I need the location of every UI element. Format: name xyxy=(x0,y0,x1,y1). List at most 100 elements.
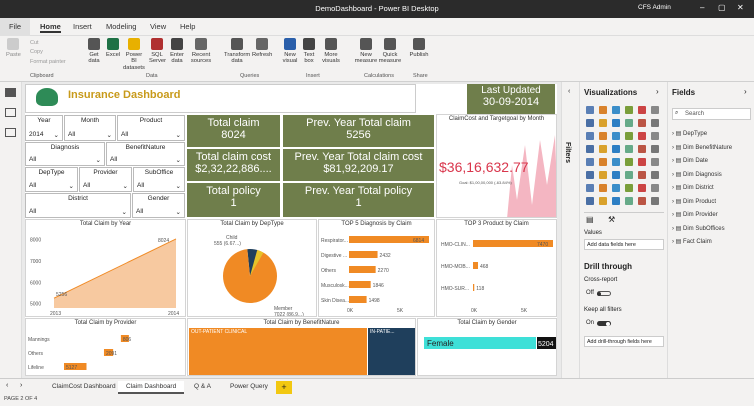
tab-view[interactable]: View xyxy=(150,22,167,31)
card-prev-total-claim-cost[interactable]: Prev. Year Total claim cost $81,92,209.17 xyxy=(282,148,435,182)
slicer-year[interactable]: Year 2014 ⌄ xyxy=(25,115,63,141)
visual-type-icon[interactable] xyxy=(586,132,594,140)
field-table-item[interactable]: › ▤ DepType xyxy=(672,130,707,137)
field-table-item[interactable]: › ▤ Dim District xyxy=(672,184,714,191)
visual-type-icon[interactable] xyxy=(625,158,633,166)
chart-claim-by-gender[interactable]: Total Claim by Gender Female 5204 xyxy=(417,318,557,376)
visual-type-icon[interactable] xyxy=(638,171,646,179)
enter-data-button[interactable]: Enter data xyxy=(170,38,184,65)
powerbi-datasets-button[interactable]: Power BI datasets xyxy=(123,38,145,71)
visual-type-icon[interactable] xyxy=(638,197,646,205)
visual-type-icon[interactable] xyxy=(586,145,594,153)
treemap-inpatient[interactable]: IN-PATIE... xyxy=(368,328,415,375)
minimize-icon[interactable]: – xyxy=(700,3,705,12)
visual-type-icon[interactable] xyxy=(651,158,659,166)
visual-type-icon[interactable] xyxy=(612,184,620,192)
visual-type-icon[interactable] xyxy=(599,197,607,205)
field-table-item[interactable]: › ▤ Dim Diagnosis xyxy=(672,171,722,178)
field-table-item[interactable]: › ▤ Dim BenefitNature xyxy=(672,144,732,151)
visual-type-icon[interactable] xyxy=(625,197,633,205)
field-table-item[interactable]: › ▤ Dim Product xyxy=(672,198,716,205)
chart-claim-by-year[interactable]: Total Claim by Year 8000 7000 6000 5000 5256… xyxy=(25,219,186,317)
field-table-item[interactable]: › ▤ Dim Date xyxy=(672,157,708,164)
visual-type-icon[interactable] xyxy=(625,184,633,192)
values-well[interactable]: Add data fields here xyxy=(584,239,664,250)
visual-type-icon[interactable] xyxy=(651,197,659,205)
visual-type-icon[interactable] xyxy=(586,184,594,192)
visual-type-icon[interactable] xyxy=(612,119,620,127)
cross-report-toggle[interactable] xyxy=(597,291,611,296)
new-measure-button[interactable]: New measure xyxy=(354,38,378,65)
page-tab-claim[interactable]: Claim Dashboard xyxy=(118,381,185,394)
prev-page-icon[interactable]: ‹ xyxy=(6,382,9,389)
visual-type-icon[interactable] xyxy=(586,197,594,205)
visual-type-icon[interactable] xyxy=(651,119,659,127)
visual-type-icon[interactable] xyxy=(599,132,607,140)
visual-type-icon[interactable] xyxy=(638,158,646,166)
user-name[interactable]: CFS Admin xyxy=(638,4,671,11)
visual-type-icon[interactable] xyxy=(625,171,633,179)
visual-type-icon[interactable] xyxy=(651,145,659,153)
slicer-month[interactable]: Month All ⌄ xyxy=(64,115,116,141)
card-total-claim-cost[interactable]: Total claim cost $2,32,22,886.... xyxy=(186,148,281,182)
card-prev-total-claim[interactable]: Prev. Year Total claim 5256 xyxy=(282,114,435,148)
visual-type-icon[interactable] xyxy=(625,119,633,127)
visual-type-icon[interactable] xyxy=(612,145,620,153)
visual-type-icon[interactable] xyxy=(638,119,646,127)
filters-pane[interactable]: ‹ Filters xyxy=(561,82,579,378)
visual-type-icon[interactable] xyxy=(599,145,607,153)
visual-type-icon[interactable] xyxy=(599,158,607,166)
sql-server-button[interactable]: SQL Server xyxy=(149,38,166,65)
data-view-icon[interactable] xyxy=(5,108,16,117)
cut-button[interactable]: Cut xyxy=(30,40,39,46)
more-visuals-button[interactable]: More visuals xyxy=(320,38,342,65)
keep-filters-toggle[interactable] xyxy=(597,321,611,326)
tab-help[interactable]: Help xyxy=(180,22,196,31)
publish-button[interactable]: Publish xyxy=(408,38,430,58)
visual-type-icon[interactable] xyxy=(612,158,620,166)
slicer-benefitnature[interactable]: BenefitNature All ⌄ xyxy=(106,142,185,166)
visual-type-icon[interactable] xyxy=(625,132,633,140)
visual-type-icon[interactable] xyxy=(638,106,646,114)
visual-type-icon[interactable] xyxy=(586,106,594,114)
transform-data-button[interactable]: Transform data xyxy=(224,38,250,65)
get-data-button[interactable]: Get data xyxy=(86,38,102,65)
visual-type-icon[interactable] xyxy=(599,106,607,114)
visual-type-icon[interactable] xyxy=(651,106,659,114)
excel-button[interactable]: Excel xyxy=(106,38,120,58)
tab-file[interactable]: File xyxy=(0,18,30,36)
visual-type-icon[interactable] xyxy=(586,119,594,127)
slicer-gender[interactable]: Gender All ⌄ xyxy=(132,193,185,218)
treemap-outpatient[interactable]: OUT-PATIENT CLINICAL xyxy=(189,328,367,375)
chart-claim-by-benefitnature[interactable]: Total Claim by BenefitNature OUT-PATIENT… xyxy=(187,318,416,376)
visual-type-icon[interactable] xyxy=(599,184,607,192)
report-view-icon[interactable] xyxy=(5,88,16,97)
visual-type-icon[interactable] xyxy=(612,106,620,114)
visual-type-icon[interactable] xyxy=(612,197,620,205)
tab-home[interactable]: Home xyxy=(40,22,61,33)
card-total-policy[interactable]: Total policy 1 xyxy=(186,182,281,218)
visual-type-icon[interactable] xyxy=(651,171,659,179)
visual-type-icon[interactable] xyxy=(586,158,594,166)
visual-type-icon[interactable] xyxy=(638,184,646,192)
visual-type-icon[interactable] xyxy=(586,171,594,179)
visual-type-icon[interactable] xyxy=(651,132,659,140)
chart-top5-diagnosis[interactable]: TOP 5 Diagnosis by Claim Respirator... 68… xyxy=(318,219,435,317)
visual-type-icon[interactable] xyxy=(625,106,633,114)
collapse-icon[interactable]: › xyxy=(744,87,747,96)
fields-well-icon[interactable]: ▤ xyxy=(586,215,594,224)
collapse-icon[interactable]: ‹ xyxy=(568,88,571,95)
paste-button[interactable]: Paste xyxy=(6,38,21,58)
quick-measure-button[interactable]: Quick measure xyxy=(378,38,402,65)
field-table-item[interactable]: › ▤ Dim SubOffices xyxy=(672,225,725,232)
collapse-icon[interactable]: › xyxy=(656,87,659,96)
add-page-button[interactable]: + xyxy=(276,381,292,394)
visual-type-icon[interactable] xyxy=(651,184,659,192)
next-page-icon[interactable]: › xyxy=(20,382,23,389)
visual-type-icon[interactable] xyxy=(599,119,607,127)
recent-sources-button[interactable]: Recent sources xyxy=(188,38,214,65)
drill-through-well[interactable]: Add drill-through fields here xyxy=(584,336,664,347)
visual-type-icon[interactable] xyxy=(612,171,620,179)
slicer-deptype[interactable]: DepType All ⌄ xyxy=(25,167,78,192)
close-icon[interactable]: ✕ xyxy=(737,3,744,12)
